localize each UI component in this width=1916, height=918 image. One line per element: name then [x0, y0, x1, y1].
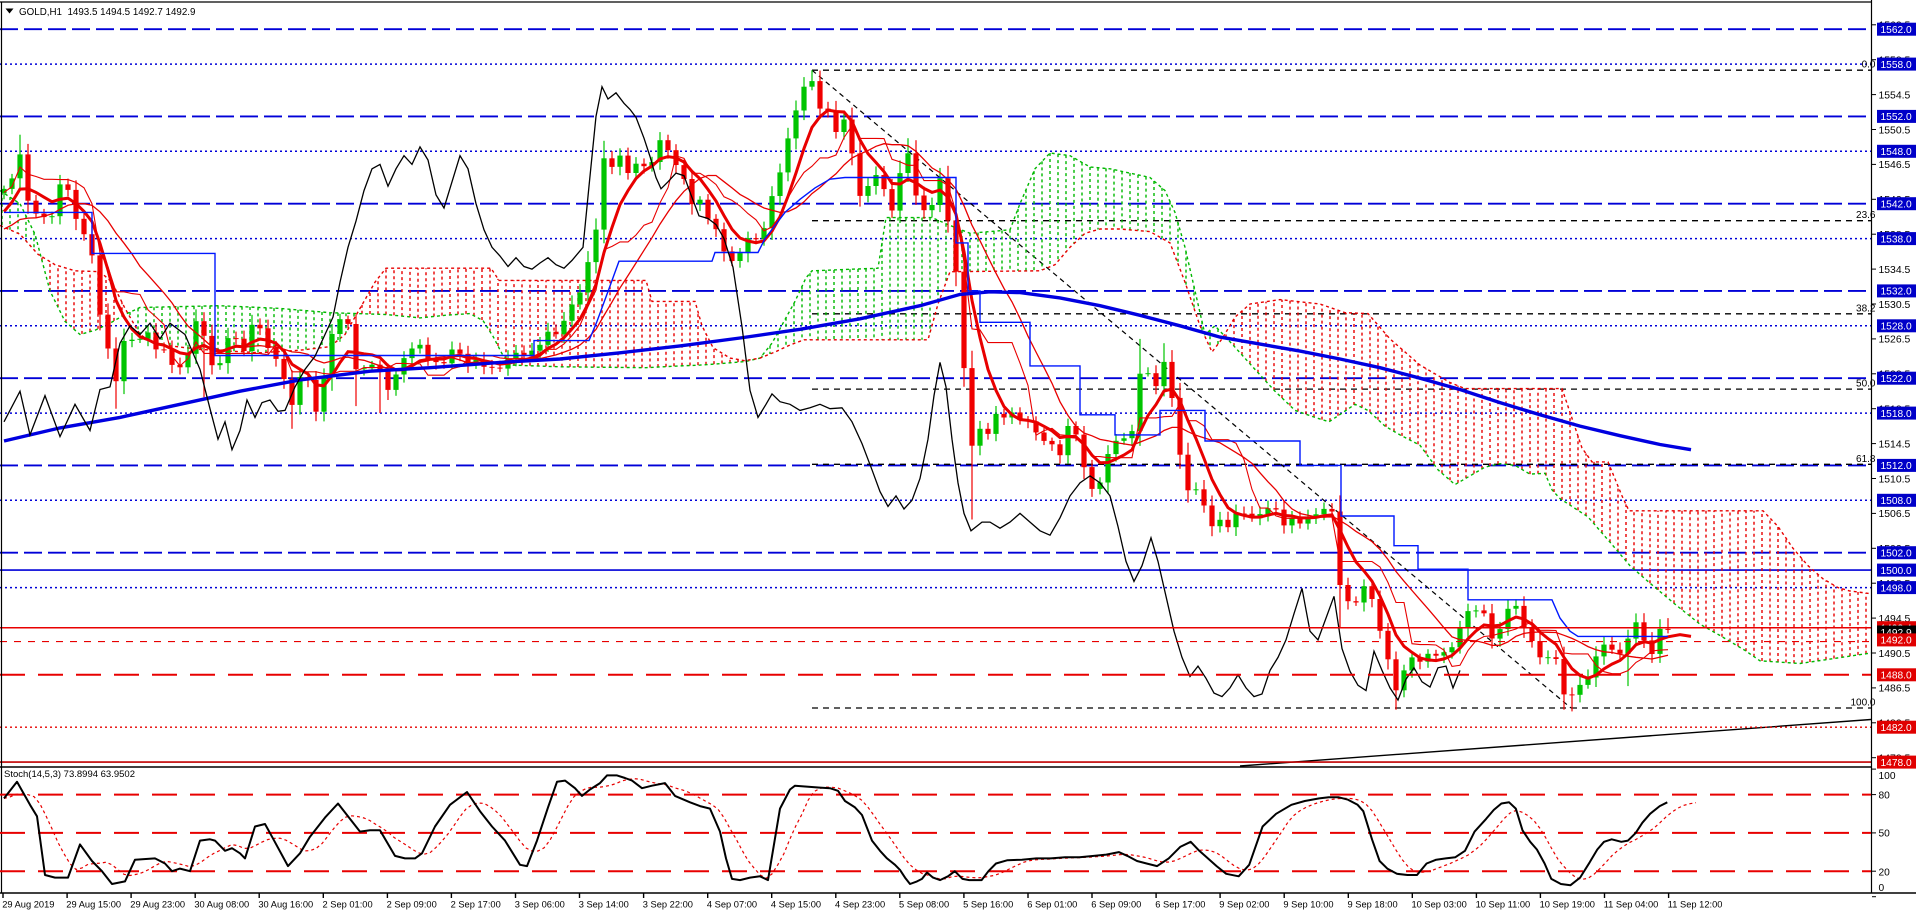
svg-text:10 Sep 19:00: 10 Sep 19:00 [1540, 900, 1595, 910]
svg-text:3 Sep 22:00: 3 Sep 22:00 [643, 900, 693, 910]
svg-text:61.8: 61.8 [1856, 454, 1876, 465]
svg-text:1494.5: 1494.5 [1879, 614, 1911, 625]
svg-text:2 Sep 01:00: 2 Sep 01:00 [323, 900, 373, 910]
svg-text:38.2: 38.2 [1856, 303, 1876, 314]
svg-text:30 Aug 16:00: 30 Aug 16:00 [258, 900, 313, 910]
svg-text:50: 50 [1879, 829, 1891, 840]
svg-text:1482.0: 1482.0 [1881, 723, 1912, 734]
svg-text:1512.0: 1512.0 [1881, 461, 1912, 472]
svg-text:5 Sep 16:00: 5 Sep 16:00 [963, 900, 1013, 910]
svg-text:1528.0: 1528.0 [1881, 322, 1912, 333]
svg-text:1498.0: 1498.0 [1881, 583, 1912, 594]
svg-text:1548.0: 1548.0 [1881, 147, 1912, 158]
svg-text:3 Sep 06:00: 3 Sep 06:00 [515, 900, 565, 910]
svg-text:1562.0: 1562.0 [1881, 25, 1912, 36]
svg-text:6 Sep 01:00: 6 Sep 01:00 [1027, 900, 1077, 910]
svg-text:29 Aug 23:00: 29 Aug 23:00 [130, 900, 185, 910]
svg-text:1514.5: 1514.5 [1879, 439, 1911, 450]
svg-text:0.0: 0.0 [1862, 60, 1876, 71]
svg-text:50.0: 50.0 [1856, 379, 1876, 390]
svg-text:29 Aug 15:00: 29 Aug 15:00 [66, 900, 121, 910]
svg-text:11 Sep 12:00: 11 Sep 12:00 [1668, 900, 1723, 910]
svg-text:Stoch(14,5,3) 73.8994 63.9502: Stoch(14,5,3) 73.8994 63.9502 [4, 769, 135, 780]
svg-text:1526.5: 1526.5 [1879, 335, 1911, 346]
svg-text:100: 100 [1879, 771, 1896, 782]
svg-text:1508.0: 1508.0 [1881, 496, 1912, 507]
svg-text:GOLD,H1 1493.5 1494.5 1492.7: GOLD,H1 1493.5 1494.5 1492.7 1492.9 [19, 7, 195, 18]
svg-text:1532.0: 1532.0 [1881, 287, 1912, 298]
svg-text:20: 20 [1879, 867, 1891, 878]
svg-text:23.6: 23.6 [1856, 210, 1876, 221]
svg-text:4 Sep 23:00: 4 Sep 23:00 [835, 900, 885, 910]
svg-text:1488.0: 1488.0 [1881, 671, 1912, 682]
svg-text:9 Sep 10:00: 9 Sep 10:00 [1283, 900, 1333, 910]
svg-text:1510.5: 1510.5 [1879, 474, 1911, 485]
svg-text:1490.5: 1490.5 [1879, 649, 1911, 660]
svg-text:10 Sep 11:00: 10 Sep 11:00 [1476, 900, 1531, 910]
svg-text:2 Sep 17:00: 2 Sep 17:00 [451, 900, 501, 910]
svg-text:1506.5: 1506.5 [1879, 509, 1911, 520]
svg-text:1492.0: 1492.0 [1881, 636, 1912, 647]
svg-text:1518.0: 1518.0 [1881, 409, 1912, 420]
svg-text:80: 80 [1879, 791, 1891, 802]
svg-text:1478.0: 1478.0 [1881, 758, 1912, 769]
svg-text:29 Aug 2019: 29 Aug 2019 [2, 900, 54, 910]
svg-text:9 Sep 02:00: 9 Sep 02:00 [1219, 900, 1269, 910]
svg-text:9 Sep 18:00: 9 Sep 18:00 [1348, 900, 1398, 910]
svg-text:3 Sep 14:00: 3 Sep 14:00 [579, 900, 629, 910]
svg-text:1534.5: 1534.5 [1879, 265, 1911, 276]
svg-text:1558.0: 1558.0 [1881, 60, 1912, 71]
svg-text:1538.0: 1538.0 [1881, 234, 1912, 245]
svg-text:1550.5: 1550.5 [1879, 125, 1911, 136]
svg-text:1486.5: 1486.5 [1879, 684, 1911, 695]
svg-text:1546.5: 1546.5 [1879, 160, 1911, 171]
svg-text:6 Sep 17:00: 6 Sep 17:00 [1155, 900, 1205, 910]
svg-text:4 Sep 07:00: 4 Sep 07:00 [707, 900, 757, 910]
svg-text:4 Sep 15:00: 4 Sep 15:00 [771, 900, 821, 910]
svg-text:6 Sep 09:00: 6 Sep 09:00 [1091, 900, 1141, 910]
svg-text:100.0: 100.0 [1850, 698, 1875, 709]
svg-text:1552.0: 1552.0 [1881, 112, 1912, 123]
svg-text:1500.0: 1500.0 [1881, 566, 1912, 577]
svg-text:1554.5: 1554.5 [1879, 90, 1911, 101]
svg-text:1542.0: 1542.0 [1881, 200, 1912, 211]
svg-text:11 Sep 04:00: 11 Sep 04:00 [1604, 900, 1659, 910]
svg-text:10 Sep 03:00: 10 Sep 03:00 [1412, 900, 1467, 910]
svg-text:0: 0 [1879, 883, 1885, 894]
svg-text:5 Sep 08:00: 5 Sep 08:00 [899, 900, 949, 910]
svg-text:1492.9: 1492.9 [1881, 628, 1912, 639]
svg-text:1530.5: 1530.5 [1879, 300, 1911, 311]
svg-text:1502.0: 1502.0 [1881, 549, 1912, 560]
svg-text:2 Sep 09:00: 2 Sep 09:00 [387, 900, 437, 910]
svg-text:1522.0: 1522.0 [1881, 374, 1912, 385]
svg-text:30 Aug 08:00: 30 Aug 08:00 [194, 900, 249, 910]
